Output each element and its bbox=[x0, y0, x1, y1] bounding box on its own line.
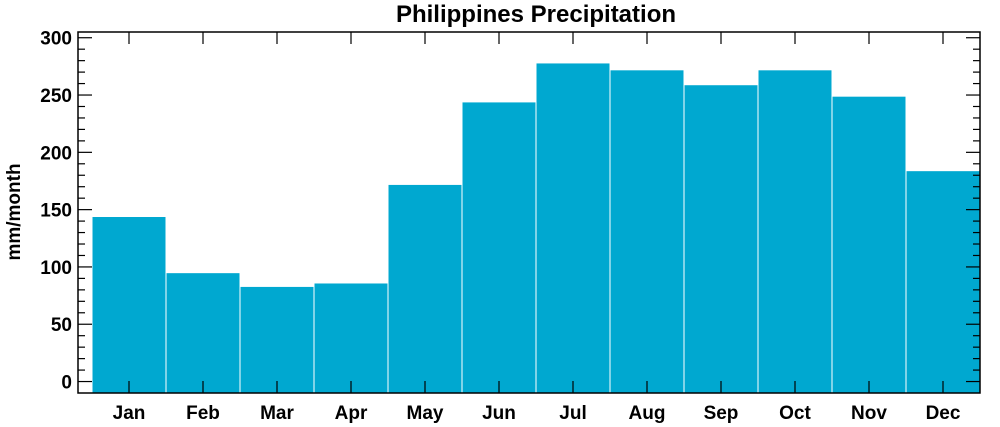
bar-apr bbox=[313, 282, 389, 394]
x-tick-label-mar: Mar bbox=[260, 403, 294, 424]
x-tick-label-feb: Feb bbox=[186, 403, 220, 424]
x-tick-label-nov: Nov bbox=[851, 403, 887, 424]
plot-frame bbox=[77, 31, 981, 394]
x-tick-label-jun: Jun bbox=[482, 403, 516, 424]
y-tick-label-150: 150 bbox=[40, 201, 72, 222]
y-tick-label-50: 50 bbox=[51, 315, 72, 336]
bar-jan bbox=[91, 216, 167, 394]
x-tick-label-apr: Apr bbox=[335, 403, 368, 424]
x-tick-label-jul: Jul bbox=[559, 403, 586, 424]
bar-dec bbox=[905, 170, 981, 394]
bar-jun bbox=[461, 101, 537, 394]
x-tick-label-oct: Oct bbox=[779, 403, 811, 424]
x-tick-label-sep: Sep bbox=[704, 403, 739, 424]
y-axis-label: mm/month bbox=[4, 163, 25, 260]
bar-mar bbox=[239, 285, 315, 394]
y-tick-labels: 0 50 100 150 200 250 300 bbox=[40, 29, 72, 394]
y-tick-label-250: 250 bbox=[40, 86, 72, 107]
bar-may bbox=[387, 183, 463, 394]
bars-group bbox=[91, 62, 981, 394]
x-tick-label-aug: Aug bbox=[629, 403, 666, 424]
x-tick-label-dec: Dec bbox=[926, 403, 961, 424]
x-tick-labels: Jan Feb Mar Apr May Jun Jul Aug Sep Oct Nov Dec bbox=[113, 403, 961, 424]
y-tick-label-0: 0 bbox=[61, 373, 72, 394]
y-tick-label-300: 300 bbox=[40, 29, 72, 50]
chart-title: Philippines Precipitation bbox=[396, 1, 676, 28]
y-tick-label-200: 200 bbox=[40, 143, 72, 164]
bar-nov bbox=[831, 95, 907, 394]
bar-sep bbox=[683, 84, 759, 394]
y-tick-label-100: 100 bbox=[40, 258, 72, 279]
bar-jul bbox=[535, 62, 611, 394]
bar-feb bbox=[165, 272, 241, 394]
axes-group bbox=[77, 31, 981, 394]
x-tick-label-jan: Jan bbox=[113, 403, 146, 424]
bar-aug bbox=[609, 69, 685, 394]
bar-oct bbox=[757, 69, 833, 394]
x-tick-label-may: May bbox=[407, 403, 444, 424]
